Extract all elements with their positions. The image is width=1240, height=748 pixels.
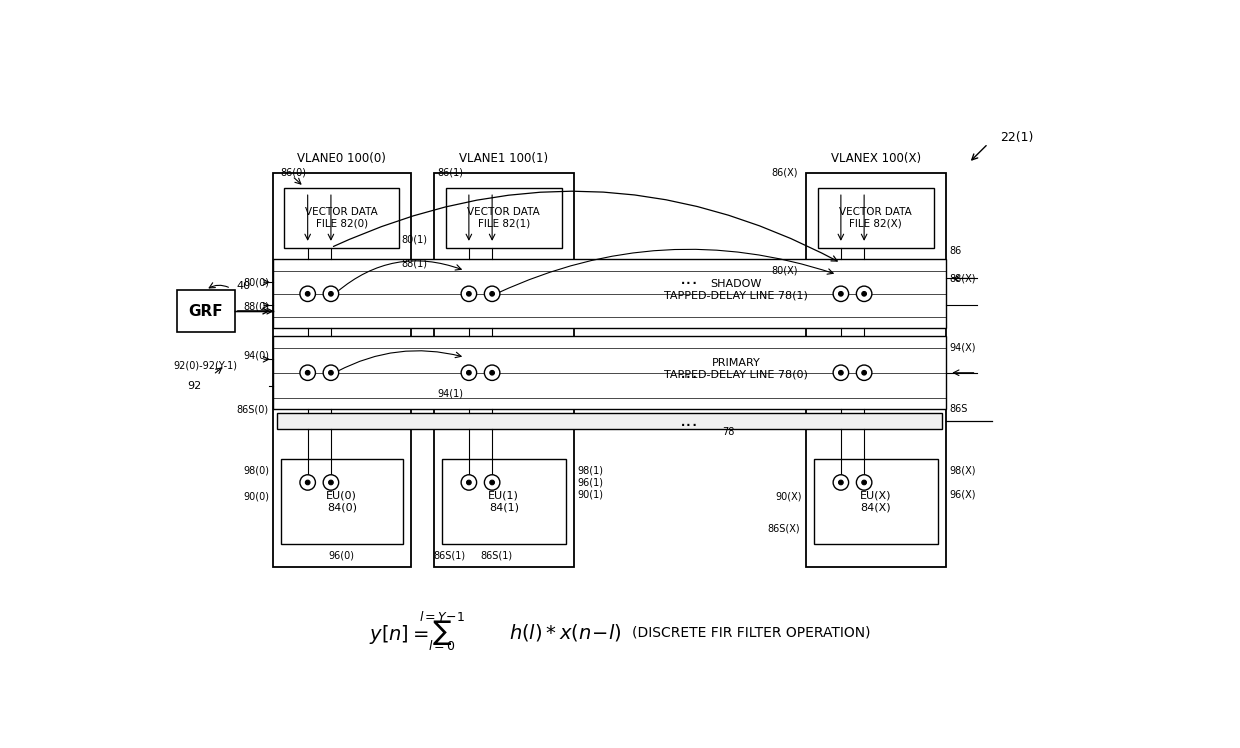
Text: 94(0): 94(0): [243, 350, 269, 361]
Text: 96(1): 96(1): [578, 477, 604, 488]
Circle shape: [833, 365, 848, 381]
Bar: [273, 259, 945, 328]
Text: 98(1): 98(1): [578, 466, 604, 476]
Text: 86(0): 86(0): [280, 168, 306, 178]
Text: 86(X): 86(X): [771, 168, 799, 178]
Circle shape: [461, 286, 476, 301]
Text: VLANEX 100(X): VLANEX 100(X): [831, 153, 921, 165]
Bar: [817, 188, 934, 248]
Text: 86: 86: [950, 246, 962, 257]
Bar: [277, 413, 941, 429]
Circle shape: [461, 475, 476, 490]
Circle shape: [300, 475, 315, 490]
Text: VLANE1 100(1): VLANE1 100(1): [459, 153, 548, 165]
Text: 80(1): 80(1): [402, 235, 428, 245]
Bar: [273, 173, 410, 567]
Circle shape: [466, 292, 471, 296]
Circle shape: [833, 286, 848, 301]
Text: 98(0): 98(0): [243, 466, 269, 476]
Text: 90(0): 90(0): [243, 491, 269, 501]
Text: $l=Y\!-\!1$: $l=Y\!-\!1$: [419, 610, 465, 625]
Bar: [284, 188, 399, 248]
Text: 96(X): 96(X): [950, 489, 976, 499]
Circle shape: [300, 286, 315, 301]
Bar: [441, 459, 565, 544]
Circle shape: [490, 480, 495, 485]
Text: EU(1)
84(1): EU(1) 84(1): [489, 491, 520, 512]
Bar: [280, 459, 403, 544]
Text: 96(0): 96(0): [329, 551, 355, 560]
Text: 92(0)-92(Y-1): 92(0)-92(Y-1): [174, 361, 237, 370]
Text: $h(l) * x(n\!-\!l)$: $h(l) * x(n\!-\!l)$: [510, 622, 622, 643]
Circle shape: [466, 370, 471, 375]
Bar: [806, 173, 945, 567]
Circle shape: [461, 365, 476, 381]
Text: 86S(1): 86S(1): [480, 551, 512, 560]
Text: 86(1): 86(1): [438, 168, 464, 178]
Text: $y[n] = \sum$: $y[n] = \sum$: [370, 618, 453, 647]
Circle shape: [838, 370, 843, 375]
Text: VECTOR DATA
FILE 82(X): VECTOR DATA FILE 82(X): [839, 207, 913, 229]
Bar: [273, 336, 945, 409]
Circle shape: [833, 475, 848, 490]
Circle shape: [300, 365, 315, 381]
Text: $l=0$: $l=0$: [428, 639, 456, 653]
Text: GRF: GRF: [188, 304, 223, 319]
Circle shape: [305, 480, 310, 485]
Circle shape: [490, 370, 495, 375]
Text: 88(1): 88(1): [402, 258, 428, 268]
Bar: [176, 290, 234, 332]
Circle shape: [857, 365, 872, 381]
Text: ...: ...: [681, 364, 699, 382]
Bar: [434, 173, 573, 567]
Text: 88(X): 88(X): [950, 274, 976, 283]
Text: 40: 40: [237, 281, 250, 291]
Text: VECTOR DATA
FILE 82(0): VECTOR DATA FILE 82(0): [305, 207, 378, 229]
Circle shape: [862, 370, 867, 375]
Text: EU(X)
84(X): EU(X) 84(X): [861, 491, 892, 512]
Text: 80(0): 80(0): [243, 278, 269, 287]
Text: 78: 78: [723, 427, 734, 438]
Text: VLANE0 100(0): VLANE0 100(0): [298, 153, 386, 165]
Text: EU(0)
84(0): EU(0) 84(0): [326, 491, 357, 512]
Text: 86S: 86S: [950, 405, 967, 414]
Text: 92: 92: [187, 381, 202, 391]
Circle shape: [324, 286, 339, 301]
Text: ...: ...: [681, 411, 699, 430]
Circle shape: [857, 286, 872, 301]
Circle shape: [485, 365, 500, 381]
Circle shape: [485, 475, 500, 490]
Bar: [813, 459, 937, 544]
Text: 86S(1): 86S(1): [434, 551, 465, 560]
Circle shape: [466, 480, 471, 485]
Circle shape: [857, 475, 872, 490]
Circle shape: [329, 480, 334, 485]
Circle shape: [305, 370, 310, 375]
Text: ...: ...: [681, 269, 699, 288]
Text: 22(1): 22(1): [999, 131, 1033, 144]
Circle shape: [305, 292, 310, 296]
Circle shape: [329, 370, 334, 375]
Circle shape: [324, 475, 339, 490]
Bar: [445, 188, 562, 248]
Text: 86S(0): 86S(0): [237, 405, 269, 414]
Circle shape: [862, 480, 867, 485]
Text: VECTOR DATA
FILE 82(1): VECTOR DATA FILE 82(1): [467, 207, 541, 229]
Circle shape: [485, 286, 500, 301]
Text: 90(1): 90(1): [578, 489, 604, 499]
Circle shape: [838, 480, 843, 485]
Text: 90(X): 90(X): [776, 491, 802, 501]
Text: 94(1): 94(1): [438, 389, 464, 399]
Text: 80(X): 80(X): [771, 266, 799, 276]
Text: 98(X): 98(X): [950, 466, 976, 476]
Circle shape: [324, 365, 339, 381]
Text: SHADOW
TAPPED-DELAY LINE 78(1): SHADOW TAPPED-DELAY LINE 78(1): [665, 279, 808, 301]
Circle shape: [329, 292, 334, 296]
Circle shape: [490, 292, 495, 296]
Circle shape: [838, 292, 843, 296]
Text: (DISCRETE FIR FILTER OPERATION): (DISCRETE FIR FILTER OPERATION): [632, 625, 870, 640]
Text: 94(X): 94(X): [950, 343, 976, 353]
Text: 86S(X): 86S(X): [768, 524, 800, 533]
Text: 88(0): 88(0): [243, 302, 269, 312]
Circle shape: [862, 292, 867, 296]
